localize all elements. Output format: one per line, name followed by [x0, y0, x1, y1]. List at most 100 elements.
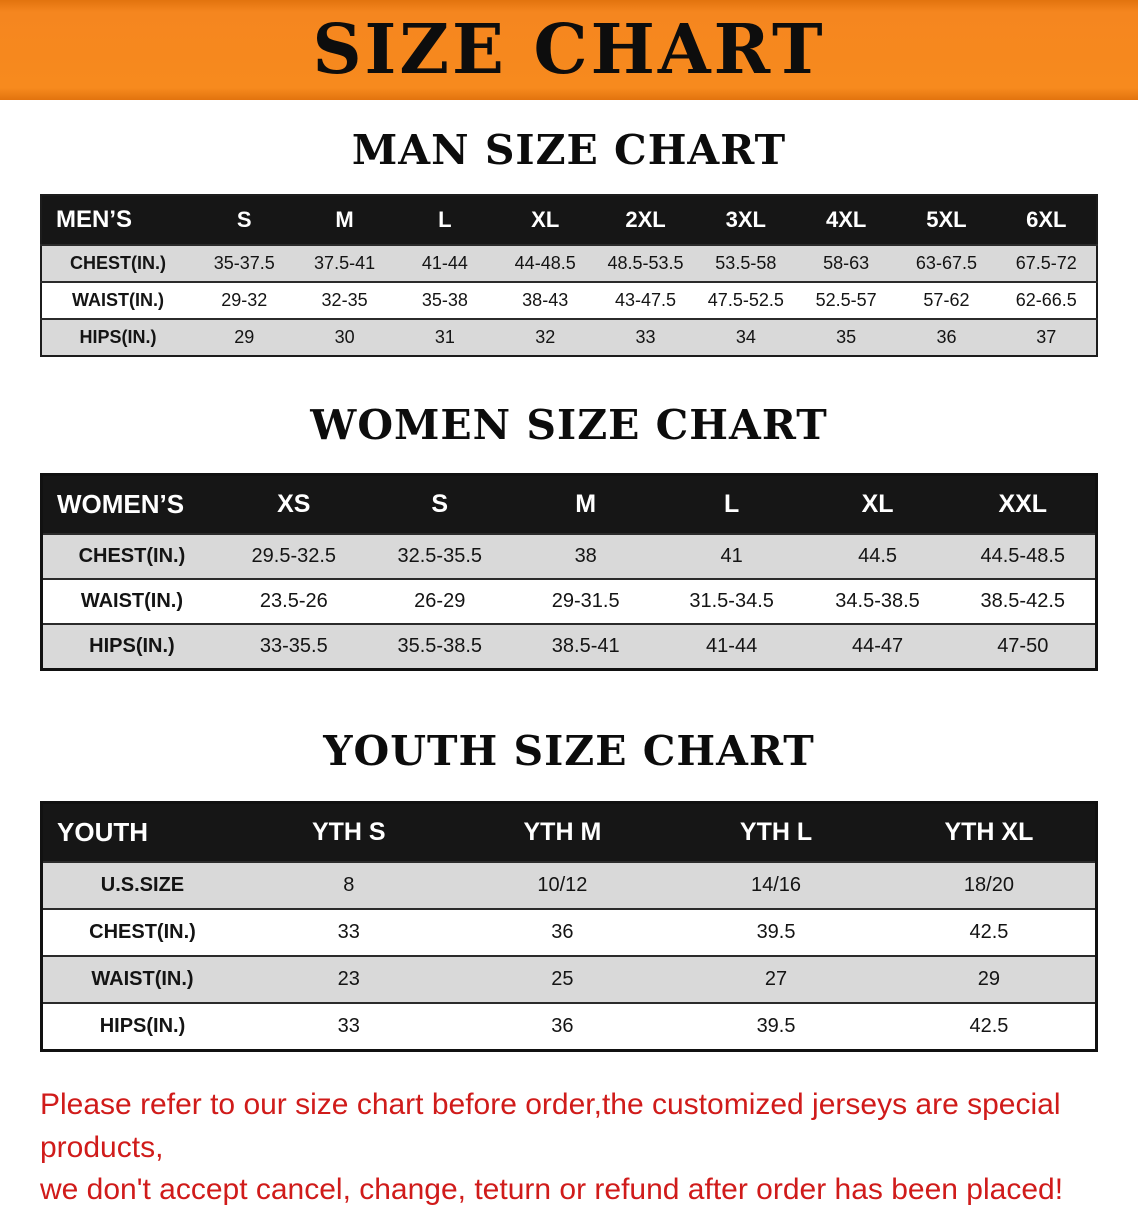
size-column-header: L [394, 195, 496, 245]
size-value-cell: 35 [836, 327, 857, 347]
size-value-cell: 44-48.5 [514, 253, 576, 273]
size-column-header: 3XL [695, 195, 796, 245]
size-chart-banner: SIZE CHART [0, 0, 1138, 100]
size-value-cell: 36 [551, 1015, 574, 1037]
size-value-cell: 44-47 [851, 635, 904, 657]
size-column-header: YTH S [241, 802, 456, 862]
size-column-header: XL [495, 195, 596, 245]
table-corner-label: WOMEN’S [41, 474, 221, 534]
size-value-cell: 31.5-34.5 [689, 590, 774, 612]
row-label: CHEST(IN.) [78, 545, 186, 567]
size-value-cell: 35-37.5 [213, 253, 275, 273]
size-value-cell: 29 [977, 968, 1001, 990]
size-value-cell: 34.5-38.5 [835, 590, 920, 612]
size-value-cell: 23 [337, 968, 360, 990]
mens-size-table: MEN’S S M L XL 2XL 3XL 4XL 5XL 6XL CHEST(IN.) 35-37… [40, 194, 1098, 357]
row-label: HIPS(IN.) [89, 635, 175, 657]
table-row: HIPS(IN.) 33 36 39.5 42.5 [41, 1003, 1097, 1051]
size-column-header: 5XL [896, 195, 997, 245]
women-section-heading: WOMEN SIZE CHART [310, 401, 828, 449]
youth-size-section: YOUTH SIZE CHART YOUTH YTH S YTH M YTH L YTH… [0, 727, 1138, 1052]
youth-size-table: YOUTH YTH S YTH M YTH L YTH XL U.S.SIZE 8 10/12… [40, 801, 1098, 1052]
size-value-cell: 39.5 [756, 921, 796, 943]
size-value-cell: 37 [1036, 327, 1057, 347]
size-value-cell: 43-47.5 [614, 290, 677, 310]
order-policy-line-2: we don't accept cancel, change, teturn o… [40, 1173, 1064, 1207]
size-value-cell: 37.5-41 [314, 253, 376, 273]
size-column-header: L [658, 474, 805, 534]
table-row: HIPS(IN.) 33-35.5 35.5-38.5 38.5-41 41-44 44-… [41, 624, 1097, 670]
size-value-cell: 62-66.5 [1015, 290, 1077, 310]
size-column-header: 2XL [595, 195, 696, 245]
table-row: HIPS(IN.) 29 30 31 32 33 34 35 36 37 [41, 319, 1097, 356]
size-value-cell: 29-31.5 [551, 590, 620, 612]
size-value-cell: 47.5-52.5 [707, 290, 784, 310]
size-value-cell: 30 [334, 327, 355, 347]
size-value-cell: 41-44 [706, 635, 758, 657]
womens-size-table: WOMEN’S XS S M L XL XXL CHEST(IN.) 29.5-32.5 32.5… [40, 473, 1098, 671]
men-size-section: MAN SIZE CHART MEN’S S M L XL 2XL 3XL 4XL 5XL 6XL… [0, 126, 1138, 357]
size-value-cell: 32 [535, 327, 556, 347]
size-value-cell: 32.5-35.5 [397, 545, 482, 567]
size-value-cell: 23.5-26 [259, 590, 328, 612]
size-column-header: XL [804, 474, 951, 534]
size-value-cell: 41-44 [421, 253, 468, 273]
size-value-cell: 33 [337, 1015, 360, 1037]
table-row: WAIST(IN.) 23.5-26 26-29 29-31.5 31.5-34.5 34… [41, 579, 1097, 624]
size-value-cell: 36 [936, 327, 957, 347]
size-column-header: S [194, 195, 295, 245]
row-label: WAIST(IN.) [91, 968, 194, 990]
row-label: HIPS(IN.) [99, 1015, 186, 1037]
row-label: U.S.SIZE [100, 874, 185, 896]
row-label: CHEST(IN.) [89, 921, 196, 943]
men-section-heading: MAN SIZE CHART [351, 126, 787, 174]
size-column-header: XXL [950, 474, 1097, 534]
size-value-cell: 8 [343, 874, 355, 896]
women-size-section: WOMEN SIZE CHART WOMEN’S XS S M L XL XXL CHEST(… [0, 401, 1138, 671]
size-value-cell: 26-29 [414, 590, 466, 612]
row-label: WAIST(IN.) [72, 290, 165, 310]
size-value-cell: 38-43 [522, 290, 569, 310]
size-value-cell: 42.5 [969, 921, 1009, 943]
size-column-header: S [366, 474, 513, 534]
order-policy-note: Please refer to our size chart before or… [40, 1084, 1118, 1212]
size-value-cell: 39.5 [756, 1015, 796, 1037]
size-column-header: 6XL [996, 195, 1097, 245]
youth-section-heading: YOUTH SIZE CHART [323, 727, 815, 775]
size-value-cell: 35.5-38.5 [397, 635, 482, 657]
size-value-cell: 41 [720, 545, 743, 567]
size-value-cell: 38 [574, 545, 597, 567]
size-column-header: YTH M [455, 802, 670, 862]
size-value-cell: 48.5-53.5 [607, 253, 684, 273]
size-value-cell: 18/20 [963, 874, 1014, 896]
size-value-cell: 47-50 [997, 635, 1049, 657]
size-value-cell: 36 [551, 921, 574, 943]
table-row: CHEST(IN.) 35-37.5 37.5-41 41-44 44-48.5 48.5… [41, 245, 1097, 282]
row-label: HIPS(IN.) [79, 327, 157, 347]
table-row: U.S.SIZE 8 10/12 14/16 18/20 [41, 862, 1097, 909]
size-column-header: M [512, 474, 659, 534]
table-header-row: MEN’S S M L XL 2XL 3XL 4XL 5XL 6XL [41, 195, 1097, 245]
size-value-cell: 29 [234, 327, 255, 347]
size-value-cell: 42.5 [969, 1015, 1009, 1037]
size-value-cell: 63-67.5 [915, 253, 977, 273]
size-value-cell: 57-62 [923, 290, 970, 310]
size-value-cell: 44.5-48.5 [980, 545, 1066, 567]
size-value-cell: 31 [434, 327, 455, 347]
size-column-header: 4XL [795, 195, 897, 245]
size-column-header: YTH XL [882, 802, 1097, 862]
size-value-cell: 38.5-42.5 [980, 590, 1066, 612]
size-column-header: M [294, 195, 395, 245]
size-value-cell: 29-32 [221, 290, 268, 310]
size-value-cell: 38.5-41 [551, 635, 620, 657]
size-value-cell: 35-38 [421, 290, 468, 310]
size-value-cell: 14/16 [751, 874, 802, 896]
table-header-row: YOUTH YTH S YTH M YTH L YTH XL [41, 802, 1097, 862]
row-label: CHEST(IN.) [70, 253, 167, 273]
size-value-cell: 25 [551, 968, 574, 990]
size-column-header: XS [220, 474, 367, 534]
size-value-cell: 32-35 [321, 290, 368, 310]
table-row: CHEST(IN.) 29.5-32.5 32.5-35.5 38 41 44.5 44.5… [41, 534, 1097, 579]
size-value-cell: 44.5 [858, 545, 898, 567]
table-header-row: WOMEN’S XS S M L XL XXL [41, 474, 1097, 534]
